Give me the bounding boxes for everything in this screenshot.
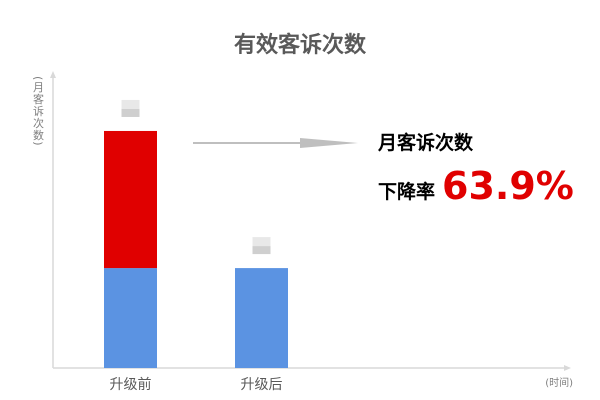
data-label-obscured <box>121 108 140 117</box>
annotation-prefix: 下降率 <box>378 180 435 203</box>
annotation-value: 63.9% <box>442 164 574 208</box>
annotation-title: 月客诉次数 <box>377 131 474 154</box>
data-label-obscured <box>121 99 140 109</box>
data-label-obscured <box>252 246 271 255</box>
bar-1-series-0 <box>235 268 288 368</box>
x-axis-label: (时间) <box>545 376 573 389</box>
chart-title: 有效客诉次数 <box>234 32 367 58</box>
bar-0-series-1 <box>104 130 157 269</box>
bar-0-series-0 <box>104 268 157 368</box>
y-axis-arrow-icon <box>50 71 56 78</box>
data-label-obscured <box>252 237 271 247</box>
y-axis-label: (月客诉次数) <box>32 76 45 147</box>
arrow-head-icon <box>300 138 358 148</box>
x-tick-label: 升级后 <box>241 377 283 393</box>
x-axis-arrow-icon <box>564 365 571 371</box>
x-tick-label: 升级前 <box>110 376 152 393</box>
